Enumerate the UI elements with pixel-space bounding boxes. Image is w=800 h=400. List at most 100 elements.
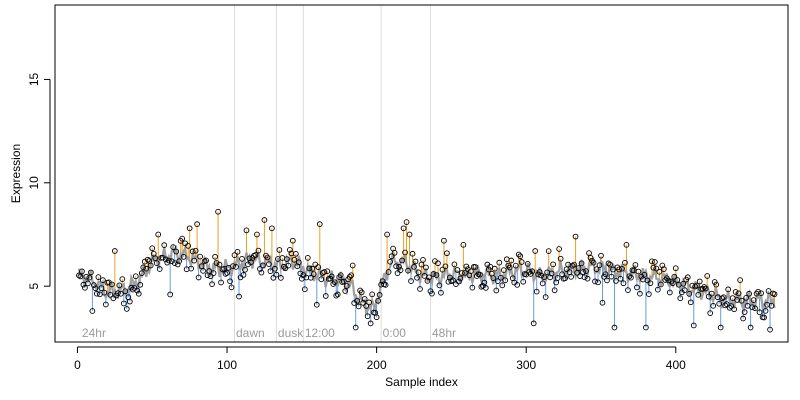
data-point-246 — [444, 250, 450, 257]
data-point-381 — [646, 291, 652, 297]
data-point-173 — [334, 291, 341, 298]
data-point-394 — [665, 277, 672, 284]
data-point-207 — [385, 269, 392, 275]
data-point-53 — [155, 231, 162, 238]
data-point-1 — [77, 273, 84, 280]
x-tick-label-4: 400 — [666, 358, 686, 372]
data-point-156 — [309, 265, 316, 272]
data-point-48 — [147, 262, 154, 269]
data-point-241 — [436, 282, 443, 289]
y-tick-label-1: 10 — [27, 176, 41, 190]
data-point-95 — [218, 279, 224, 286]
data-point-88 — [207, 273, 214, 280]
annotation-2: dusk — [278, 326, 304, 340]
data-point-126 — [264, 254, 271, 261]
data-point-344 — [590, 259, 597, 266]
data-point-193 — [364, 313, 371, 320]
data-point-312 — [542, 294, 549, 300]
data-point-243 — [439, 266, 446, 273]
data-point-206 — [384, 231, 390, 238]
data-point-446 — [743, 295, 749, 301]
data-point-131 — [272, 265, 278, 272]
data-point-434 — [725, 286, 732, 293]
data-point-83 — [200, 268, 206, 274]
data-point-303 — [529, 268, 536, 275]
data-point-5 — [83, 273, 90, 280]
data-point-81 — [197, 253, 203, 260]
annotation-4: 0:00 — [383, 326, 407, 340]
data-point-61 — [167, 291, 174, 298]
data-point-255 — [457, 275, 464, 282]
data-point-338 — [581, 274, 588, 281]
data-point-388 — [656, 268, 663, 275]
data-point-354 — [605, 260, 612, 267]
data-point-424 — [710, 302, 717, 309]
data-point-332 — [572, 233, 579, 240]
data-point-18 — [103, 301, 109, 308]
data-point-462 — [767, 326, 773, 333]
data-point-239 — [433, 272, 440, 278]
data-points — [76, 208, 778, 333]
data-point-441 — [735, 290, 742, 297]
data-point-316 — [548, 270, 555, 277]
data-point-346 — [593, 266, 600, 273]
data-point-178 — [342, 288, 349, 294]
data-point-339 — [583, 268, 589, 274]
data-point-374 — [635, 268, 642, 275]
data-point-90 — [210, 270, 217, 276]
data-point-225 — [412, 258, 419, 265]
data-point-387 — [655, 286, 661, 293]
data-point-458 — [761, 314, 767, 321]
data-point-449 — [747, 324, 754, 331]
data-point-314 — [545, 248, 552, 254]
data-point-293 — [514, 282, 521, 288]
data-point-179 — [343, 283, 350, 289]
data-point-439 — [732, 289, 739, 295]
data-point-330 — [569, 262, 576, 269]
data-point-350 — [599, 299, 606, 306]
data-point-132 — [273, 271, 280, 278]
data-point-429 — [717, 324, 724, 331]
data-point-438 — [731, 306, 737, 313]
data-point-349 — [598, 252, 604, 259]
annotation-1: dawn — [236, 326, 265, 340]
data-point-58 — [162, 256, 169, 263]
data-point-54 — [156, 266, 163, 272]
data-point-375 — [637, 290, 643, 297]
data-point-414 — [695, 291, 702, 298]
data-point-67 — [176, 258, 183, 265]
data-point-9 — [89, 308, 96, 314]
data-point-213 — [394, 270, 401, 276]
data-point-13 — [95, 274, 102, 280]
data-point-130 — [270, 274, 277, 281]
data-point-141 — [287, 247, 293, 253]
data-point-450 — [749, 304, 755, 311]
data-point-297 — [520, 278, 527, 285]
data-point-372 — [632, 262, 639, 268]
data-point-311 — [541, 274, 548, 281]
data-point-29 — [119, 276, 126, 282]
annotation-5: 48hr — [432, 326, 456, 340]
data-point-456 — [758, 290, 764, 297]
data-point-101 — [227, 278, 233, 285]
data-point-436 — [728, 303, 735, 309]
data-point-347 — [595, 279, 601, 286]
data-point-345 — [592, 278, 598, 285]
data-point-65 — [173, 248, 180, 255]
data-point-154 — [306, 265, 313, 272]
data-point-79 — [194, 221, 200, 228]
data-point-78 — [192, 247, 199, 254]
data-point-385 — [652, 259, 658, 265]
data-point-386 — [653, 265, 660, 272]
data-point-27 — [116, 282, 123, 289]
data-point-337 — [580, 269, 586, 275]
data-point-56 — [159, 254, 166, 261]
data-point-362 — [617, 275, 624, 282]
data-point-75 — [188, 265, 194, 272]
data-point-383 — [649, 258, 655, 265]
data-point-402 — [677, 295, 684, 302]
data-point-160 — [315, 264, 322, 270]
data-point-256 — [459, 270, 465, 276]
data-point-325 — [562, 275, 568, 282]
y-axis: 5 10 15 — [27, 72, 51, 290]
